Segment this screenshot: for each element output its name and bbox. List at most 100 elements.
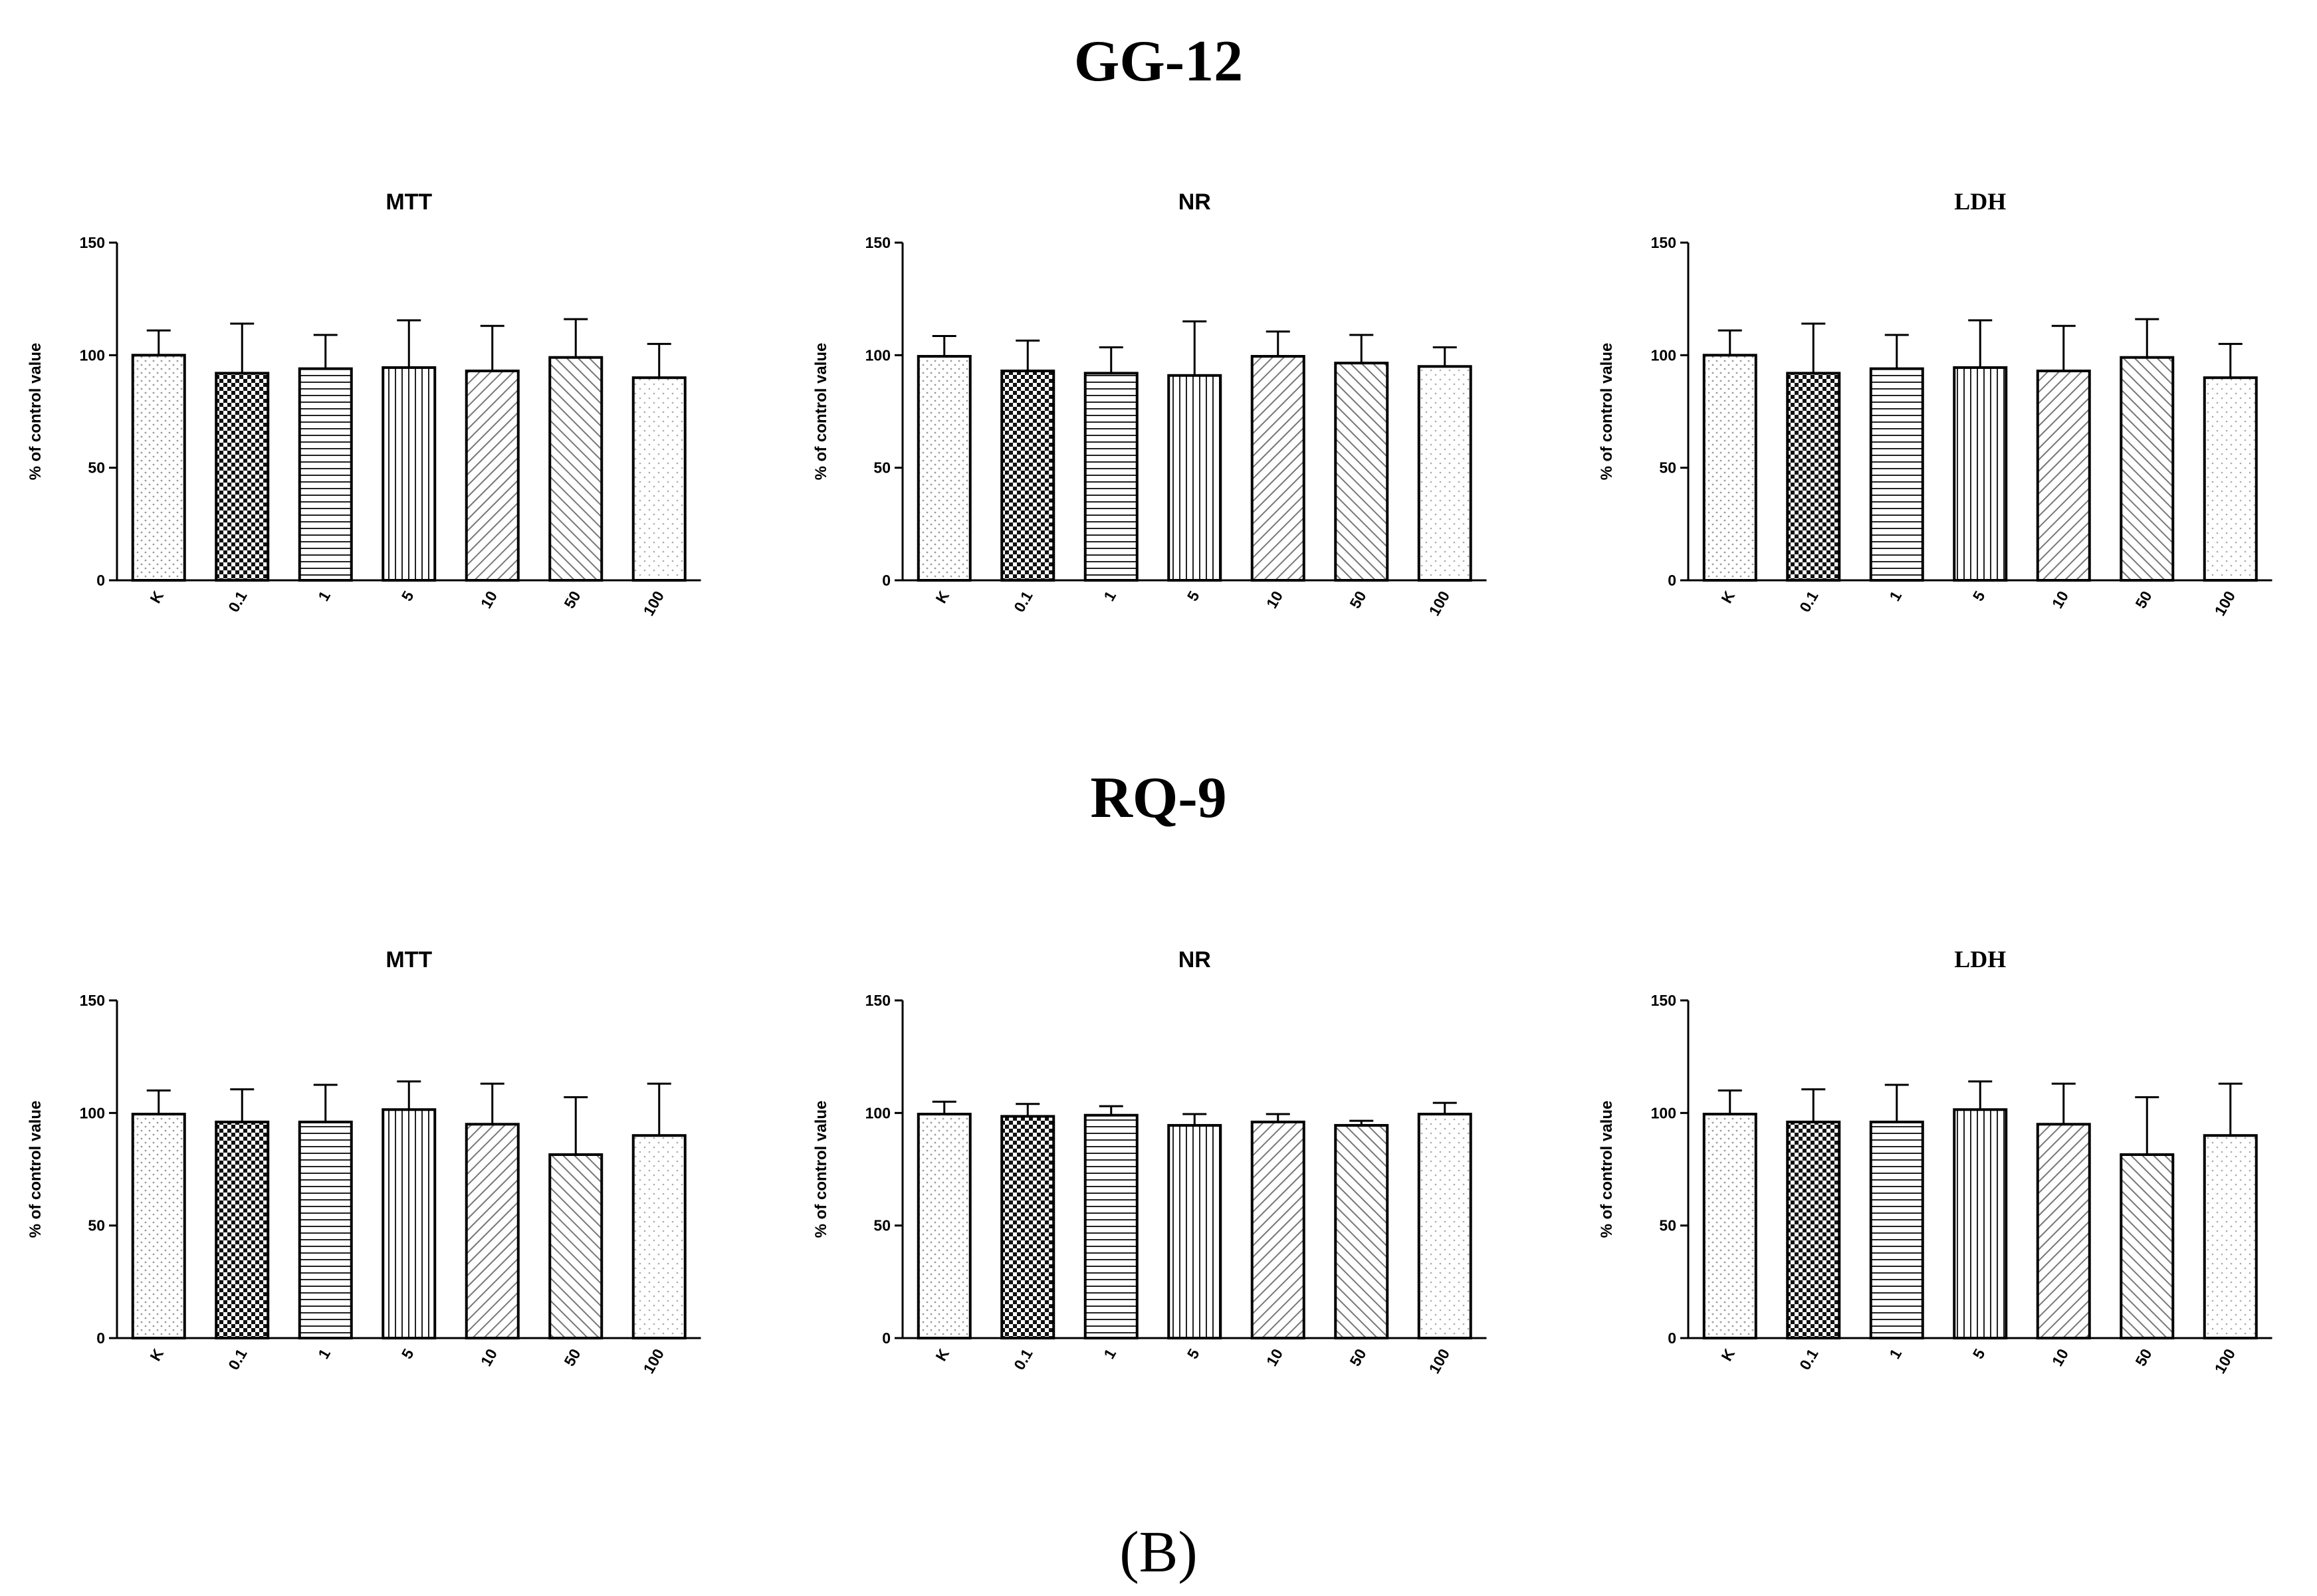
bar — [1083, 1113, 1139, 1339]
x-tick-label: 50 — [2132, 1346, 2155, 1369]
x-tick-label: 10 — [2048, 588, 2072, 612]
y-tick-label: 50 — [873, 1217, 891, 1234]
bar — [2036, 1123, 2091, 1340]
x-tick-label: 5 — [1969, 1345, 1989, 1361]
x-tick-label: 50 — [560, 1346, 584, 1369]
chart-rq-9-mtt: MTT % of control value 0 50 100 150 K 0.1 1 5 10 50… — [27, 947, 701, 1377]
chart-title: MTT — [386, 947, 432, 972]
y-axis-label: % of control value — [27, 343, 45, 481]
chart-gg-12-nr: NR % of control value 0 50 100 150 K 0.1 1 5 10 50 1… — [812, 189, 1487, 619]
bar — [1417, 1113, 1472, 1339]
bar — [1000, 370, 1055, 582]
y-tick-label: 50 — [1659, 459, 1676, 477]
y-tick-label: 50 — [88, 459, 105, 477]
x-tick-label: 5 — [398, 1345, 417, 1361]
x-tick-label: 5 — [1184, 1345, 1203, 1361]
x-tick-label: 0.1 — [1010, 588, 1036, 615]
x-tick-label: 0.1 — [225, 1345, 251, 1373]
x-tick-label: 1 — [1100, 588, 1119, 604]
x-tick-label: 100 — [2211, 588, 2239, 619]
x-tick-label: 1 — [314, 1345, 334, 1361]
x-tick-label: 100 — [639, 588, 667, 619]
y-tick-label: 150 — [865, 234, 891, 251]
bar — [215, 372, 270, 582]
bar — [1869, 367, 1924, 582]
chart-title: LDH — [1954, 188, 2006, 215]
bar — [1953, 366, 2008, 582]
x-tick-label: 10 — [1263, 1346, 1286, 1369]
bar — [2203, 376, 2258, 582]
y-tick-label: 100 — [865, 1104, 891, 1121]
y-tick-label: 150 — [1651, 234, 1676, 251]
bar — [2036, 370, 2091, 582]
bar — [631, 376, 687, 582]
y-tick-label: 150 — [80, 234, 105, 251]
bar — [1702, 1113, 1757, 1339]
chart-title: MTT — [386, 189, 432, 215]
bar — [1250, 355, 1305, 582]
y-tick-label: 50 — [873, 459, 891, 477]
bar — [1167, 1123, 1222, 1339]
x-tick-label: 1 — [314, 588, 334, 604]
bar — [1000, 1115, 1055, 1339]
x-tick-label: 1 — [1886, 1345, 1905, 1361]
y-tick-label: 100 — [1651, 1104, 1676, 1121]
y-tick-label: 0 — [882, 1329, 891, 1347]
x-tick-label: K — [932, 588, 952, 606]
x-tick-label: 10 — [2048, 1346, 2072, 1369]
section-title-rq-9: RQ-9 — [1090, 766, 1227, 830]
bar — [382, 1108, 437, 1339]
chart-title: NR — [1178, 189, 1211, 215]
chart-rq-9-nr: NR % of control value 0 50 100 150 K 0.1 1 5 10 50 1… — [812, 947, 1487, 1377]
bar — [1083, 372, 1139, 582]
x-tick-label: 0.1 — [1796, 1345, 1822, 1373]
chart-title: LDH — [1954, 946, 2006, 972]
y-tick-label: 150 — [80, 992, 105, 1009]
y-tick-label: 100 — [80, 1104, 105, 1121]
bar — [382, 366, 437, 582]
y-tick-label: 0 — [96, 572, 105, 589]
bar — [917, 1113, 972, 1339]
x-tick-label: 5 — [1184, 588, 1203, 604]
bar — [2120, 356, 2175, 582]
section-title-gg-12: GG-12 — [1073, 29, 1244, 94]
bar — [298, 367, 353, 582]
x-tick-label: 5 — [1969, 588, 1989, 604]
chart-rq-9-ldh: LDH % of control value 0 50 100 150 K 0.1 1 5 10 50… — [1598, 946, 2272, 1377]
x-tick-label: 0.1 — [1796, 588, 1822, 615]
x-tick-label: 10 — [477, 588, 500, 612]
y-axis-label: % of control value — [1598, 343, 1616, 481]
x-tick-label: 10 — [1263, 588, 1286, 612]
y-tick-label: 50 — [1659, 1217, 1676, 1234]
x-tick-label: 0.1 — [225, 588, 251, 615]
x-tick-label: 50 — [2132, 588, 2155, 612]
panel-label: (B) — [1119, 1520, 1198, 1585]
y-tick-label: 100 — [865, 346, 891, 364]
bar — [1250, 1120, 1305, 1339]
x-tick-label: 50 — [560, 588, 584, 612]
bar — [1953, 1108, 2008, 1339]
y-tick-label: 150 — [865, 992, 891, 1009]
y-tick-label: 100 — [1651, 346, 1676, 364]
y-tick-label: 0 — [1668, 1329, 1676, 1347]
x-tick-label: 50 — [1346, 1346, 1369, 1369]
x-tick-label: 10 — [477, 1346, 500, 1369]
bar — [215, 1120, 270, 1339]
bar — [298, 1120, 353, 1339]
y-axis-label: % of control value — [1598, 1101, 1616, 1238]
chart-title: NR — [1178, 947, 1211, 972]
x-tick-label: 5 — [398, 588, 417, 604]
x-tick-label: K — [146, 588, 167, 606]
x-tick-label: 0.1 — [1010, 1345, 1036, 1373]
chart-gg-12-ldh: LDH % of control value 0 50 100 150 K 0.1 1 5 10 50… — [1598, 188, 2272, 619]
y-axis-label: % of control value — [27, 1101, 45, 1238]
x-tick-label: 1 — [1886, 588, 1905, 604]
bar — [1417, 365, 1472, 582]
bar — [1167, 374, 1222, 582]
y-tick-label: 0 — [1668, 572, 1676, 589]
x-tick-label: K — [1717, 588, 1738, 606]
x-tick-label: 1 — [1100, 1345, 1119, 1361]
chart-gg-12-mtt: MTT % of control value 0 50 100 150 K 0.1 1 5 10 50… — [27, 189, 701, 619]
bar — [465, 370, 520, 582]
